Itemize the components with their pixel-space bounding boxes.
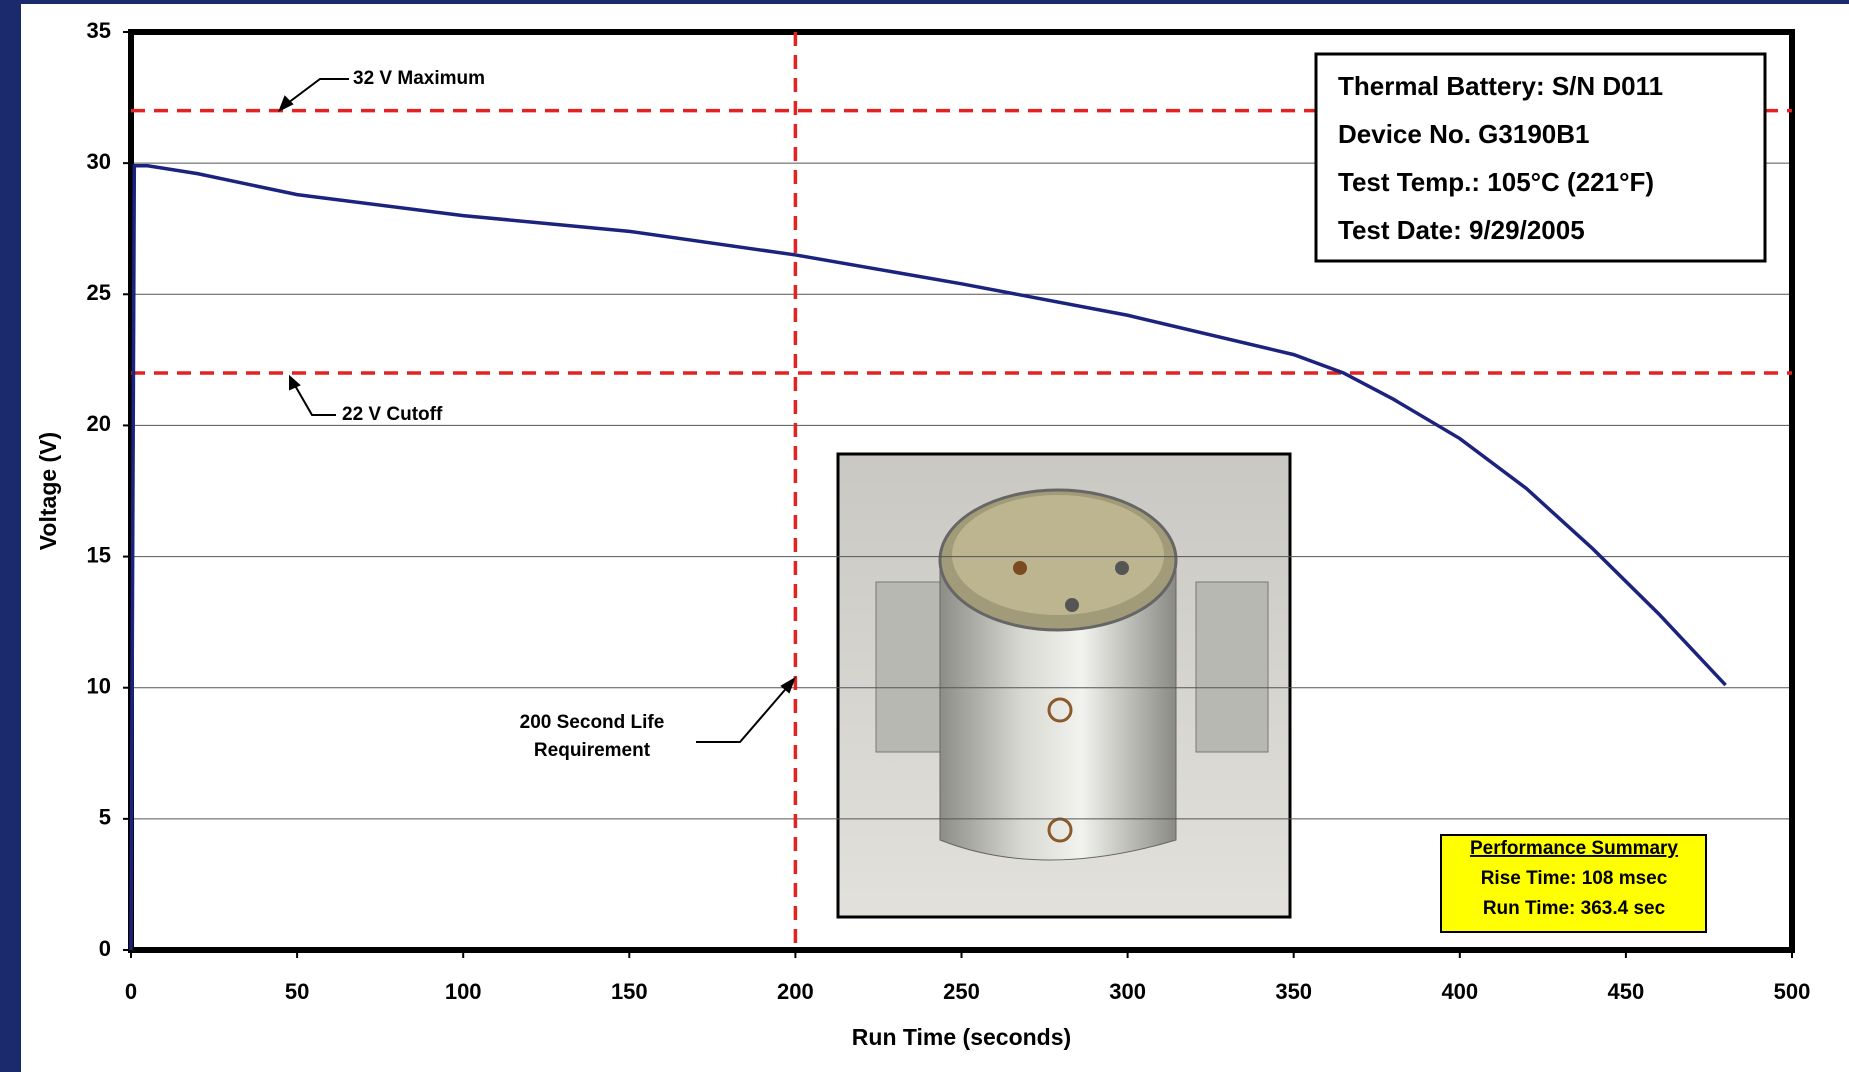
x-tick-label: 500 (1774, 979, 1811, 1004)
data-line (129, 164, 1727, 951)
y-tick-label: 5 (99, 805, 111, 830)
summary-title: Performance Summary (1470, 838, 1678, 859)
summary-box (1440, 834, 1707, 933)
reference-label: Requirement (534, 740, 651, 761)
x-axis-label: Run Time (seconds) (852, 1024, 1071, 1050)
x-tick-label: 250 (943, 979, 980, 1004)
summary-text: Run Time: 363.4 sec (1483, 898, 1666, 919)
info-text: Thermal Battery: S/N D011 (1338, 71, 1663, 101)
reference-label: 22 V Cutoff (342, 404, 443, 425)
y-tick-label: 10 (87, 674, 111, 699)
y-tick-label: 20 (87, 411, 111, 436)
x-tick-label: 450 (1608, 979, 1645, 1004)
x-tick-label: 350 (1275, 979, 1312, 1004)
photo (836, 452, 1292, 919)
x-tick-label: 0 (125, 979, 137, 1004)
plot-frame (128, 29, 1795, 953)
x-tick-label: 400 (1441, 979, 1478, 1004)
y-tick-label: 0 (99, 936, 111, 961)
y-tick-label: 25 (87, 280, 111, 305)
x-tick-label: 150 (611, 979, 648, 1004)
info-text: Test Date: 9/29/2005 (1338, 215, 1585, 245)
x-tick-label: 50 (285, 979, 309, 1004)
summary-text: Rise Time: 108 msec (1481, 868, 1668, 889)
reference-label: 200 Second Life (520, 712, 665, 733)
y-axis-label: Voltage (V) (35, 432, 61, 550)
y-tick-label: 15 (87, 542, 111, 567)
x-tick-label: 300 (1109, 979, 1146, 1004)
info-text: Test Temp.: 105°C (221°F) (1338, 167, 1654, 197)
info-box (1314, 52, 1767, 263)
reference-label: 32 V Maximum (353, 68, 485, 89)
y-tick-label: 30 (87, 149, 111, 174)
x-tick-label: 100 (445, 979, 482, 1004)
annotation-arrows (278, 78, 796, 743)
y-tick-label: 35 (87, 18, 111, 43)
x-tick-label: 200 (777, 979, 814, 1004)
info-text: Device No. G3190B1 (1338, 119, 1589, 149)
